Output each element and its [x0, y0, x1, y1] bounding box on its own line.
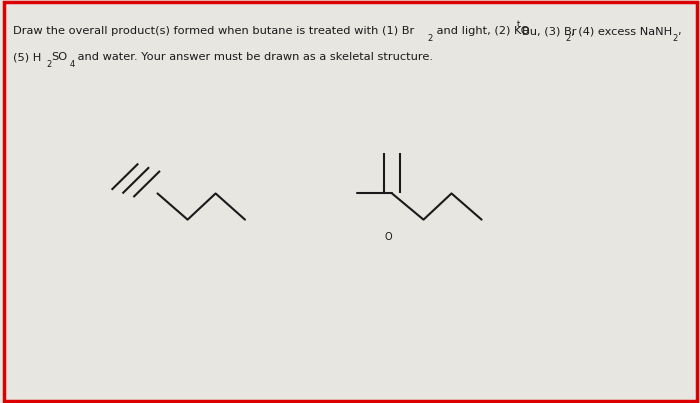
Text: 2: 2	[46, 60, 52, 69]
Text: 2: 2	[672, 34, 678, 43]
Text: (5) H: (5) H	[13, 52, 41, 62]
Text: O: O	[385, 232, 392, 242]
Text: 2: 2	[427, 34, 433, 43]
Text: and water. Your answer must be drawn as a skeletal structure.: and water. Your answer must be drawn as …	[74, 52, 433, 62]
Text: 2: 2	[566, 34, 571, 43]
Text: 4: 4	[69, 60, 74, 69]
Text: Bu, (3) Br: Bu, (3) Br	[522, 26, 576, 36]
Text: and light, (2) KO: and light, (2) KO	[433, 26, 529, 36]
Text: Draw the overall product(s) formed when butane is treated with (1) Br: Draw the overall product(s) formed when …	[13, 26, 414, 36]
Text: ,: ,	[677, 26, 680, 36]
Text: SO: SO	[51, 52, 67, 62]
Text: t: t	[517, 20, 520, 29]
Text: , (4) excess NaNH: , (4) excess NaNH	[571, 26, 673, 36]
